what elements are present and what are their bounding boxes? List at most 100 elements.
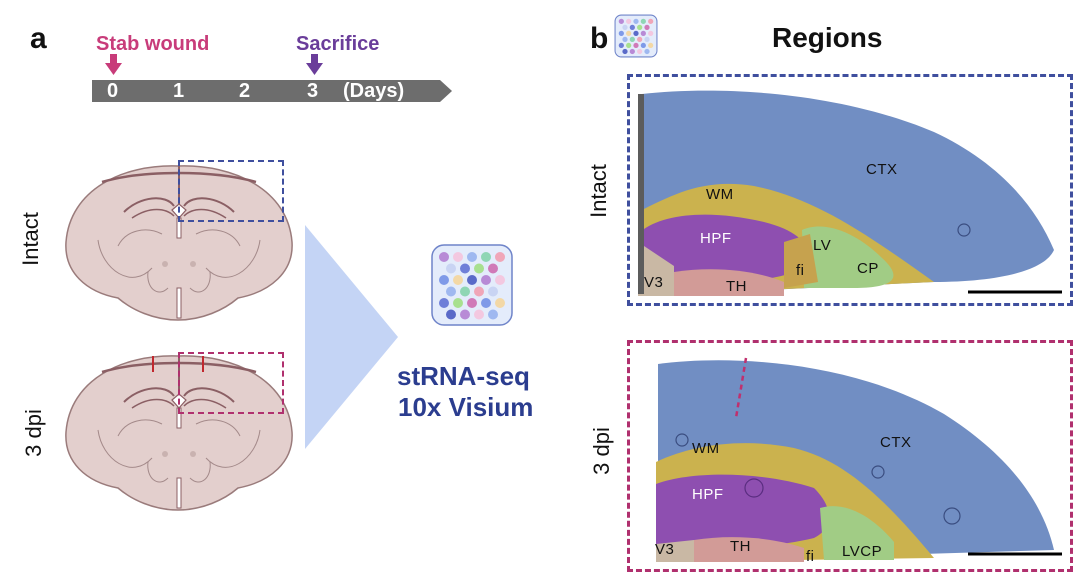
chip-spot xyxy=(629,36,635,43)
chip-spot xyxy=(637,48,643,55)
chip-spot xyxy=(488,286,498,297)
chip-spot xyxy=(626,42,632,49)
chip-spot xyxy=(640,42,646,49)
dpi3-label-th: TH xyxy=(730,538,751,555)
chip-spot xyxy=(629,24,635,30)
chip-spot xyxy=(488,263,498,274)
dpi3-label-wm: WM xyxy=(692,440,720,457)
chip-spot xyxy=(460,309,470,320)
chip-spot xyxy=(453,252,463,262)
brain-section-3dpi xyxy=(65,355,293,511)
timeline xyxy=(92,54,452,102)
tick-day-0: 0 xyxy=(107,80,119,102)
chip-spot xyxy=(439,298,449,308)
chip-spot xyxy=(495,252,505,262)
dpi3-label-ctx: CTX xyxy=(880,434,912,451)
chip-spot xyxy=(495,275,505,285)
chip-spot xyxy=(644,36,650,43)
chip-spot xyxy=(622,36,628,43)
visium-chip-small-icon xyxy=(614,14,658,58)
dpi3-label-fi: fi xyxy=(806,548,815,565)
chip-spot xyxy=(622,48,628,55)
chip-spot xyxy=(467,275,477,285)
chip-spot xyxy=(648,42,654,49)
chip-spot xyxy=(618,42,624,49)
intact-label-hpf: HPF xyxy=(700,230,732,247)
chip-spot xyxy=(640,30,646,36)
intact-region-map xyxy=(638,90,1062,296)
visium-chip-icon xyxy=(431,244,513,326)
chip-spot xyxy=(453,298,463,308)
chip-spot xyxy=(439,252,449,262)
panel-b-letter: b xyxy=(590,22,609,55)
brain-section-intact xyxy=(65,165,293,321)
chip-spot xyxy=(474,309,484,320)
sacrifice-arrow-icon xyxy=(306,54,323,75)
dpi3-label-lvcp: LVCP xyxy=(842,543,883,560)
intact-roi-box xyxy=(178,160,284,222)
dpi3-condition-label: 3 dpi xyxy=(20,409,46,457)
dpi3-section-label: 3 dpi xyxy=(588,427,614,475)
chip-spot xyxy=(446,309,456,320)
tick-day-3: 3 xyxy=(307,80,319,102)
tick-day-2: 2 xyxy=(239,80,251,102)
chip-spot xyxy=(446,263,456,274)
dpi3-label-hpf: HPF xyxy=(692,486,724,503)
chip-spot xyxy=(618,30,624,36)
intact-label-th: TH xyxy=(726,278,747,295)
chip-spot xyxy=(481,298,491,308)
stab-track-line xyxy=(734,357,748,419)
chip-spot xyxy=(474,263,484,274)
sacrifice-label: Sacrifice xyxy=(296,33,380,55)
chip-spot xyxy=(467,252,477,262)
intact-region-frame xyxy=(627,74,1073,306)
intact-label-v3: V3 xyxy=(644,274,664,291)
intact-label-ctx: CTX xyxy=(866,161,898,178)
chip-spot xyxy=(637,24,643,30)
process-arrow xyxy=(305,225,398,449)
chip-spot xyxy=(467,298,477,308)
chip-spot xyxy=(453,275,463,285)
chip-spot xyxy=(495,298,505,308)
chip-spot xyxy=(626,30,632,36)
chip-spot xyxy=(481,275,491,285)
chip-spot xyxy=(648,30,654,36)
dpi3-region-map xyxy=(656,357,1062,562)
intact-label-cp: CP xyxy=(857,260,879,277)
intact-label-wm: WM xyxy=(706,186,734,203)
chip-spot xyxy=(460,263,470,274)
dpi3-region-frame xyxy=(627,340,1073,572)
regions-title: Regions xyxy=(772,22,883,53)
method-line-1: stRNA-seq xyxy=(397,361,530,391)
timeline-arrow xyxy=(92,80,452,102)
method-line-2: 10x Visium xyxy=(398,392,534,422)
days-unit-label: (Days) xyxy=(343,80,405,102)
dpi3-label-v3: V3 xyxy=(655,541,675,558)
stab-arrow-icon xyxy=(105,54,122,75)
intact-section-label: Intact xyxy=(585,164,611,218)
stab-wound-label: Stab wound xyxy=(96,33,210,55)
chip-spot xyxy=(446,286,456,297)
chip-spot xyxy=(637,36,643,43)
chip-spot xyxy=(648,18,654,24)
chip-spot xyxy=(629,48,635,55)
chip-spot xyxy=(460,286,470,297)
chip-spot xyxy=(644,24,650,30)
dpi3-roi-box xyxy=(178,352,284,414)
intact-label-lv: LV xyxy=(813,237,832,254)
intact-condition-label: Intact xyxy=(17,212,43,266)
chip-spot xyxy=(633,42,639,49)
chip-spot xyxy=(626,18,632,24)
intact-label-fi: fi xyxy=(796,262,805,279)
chip-spot xyxy=(481,252,491,262)
panel-a-letter: a xyxy=(30,22,47,55)
chip-spot xyxy=(633,30,639,36)
chip-spot xyxy=(439,275,449,285)
chip-spot xyxy=(633,18,639,24)
chip-spot xyxy=(474,286,484,297)
tick-day-1: 1 xyxy=(173,80,185,102)
chip-spot xyxy=(618,18,624,24)
chip-spot xyxy=(488,309,498,320)
chip-spot xyxy=(644,48,650,55)
chip-spot xyxy=(622,24,628,30)
